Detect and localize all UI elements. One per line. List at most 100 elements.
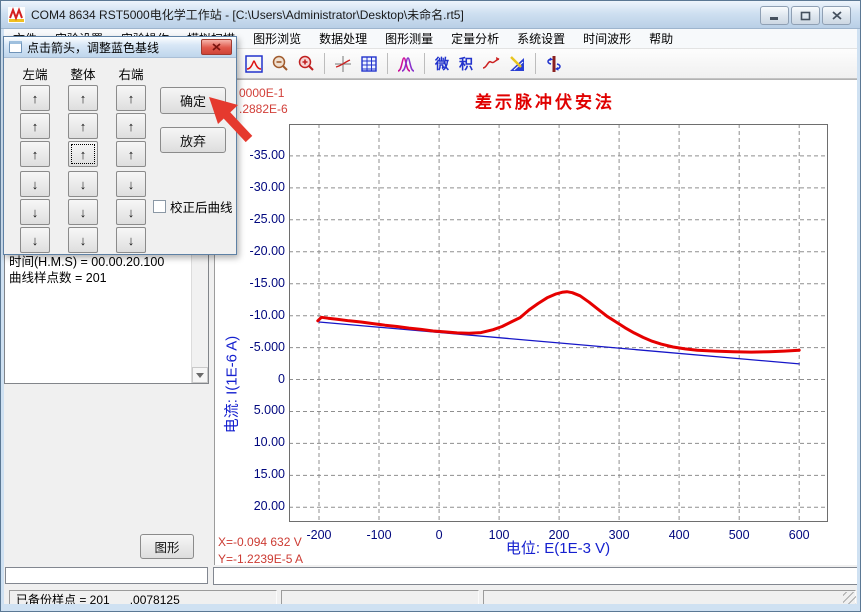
graph-button[interactable]: 图形 (140, 534, 194, 559)
toolbar-separator (324, 53, 325, 74)
up-arrow-button[interactable]: ↑ (20, 141, 50, 167)
baseline-cross-icon[interactable] (331, 52, 355, 76)
overlay-peaks-icon[interactable] (394, 52, 418, 76)
window-frame-right (857, 29, 860, 611)
triangle-down-icon (196, 372, 204, 378)
status-panel-2 (281, 590, 479, 605)
chart-title: 差示脉冲伏安法 (475, 93, 615, 112)
list-item: 时间(H.M.S) = 00.00.20.100 (9, 255, 165, 269)
menu-item[interactable]: 数据处理 (319, 32, 368, 46)
y-tick-label: -20.00 (249, 243, 285, 258)
down-arrow-button[interactable]: ↓ (116, 199, 146, 225)
menu-item[interactable]: 图形测量 (385, 32, 434, 46)
x-tick-label: 300 (608, 528, 630, 542)
app-logo-icon (8, 6, 25, 23)
baseline-dialog: 点击箭头，调整蓝色基线 左端 整体 右端 ↑ ↑ ↑ ↑ ↑ ↑ ↑ ↑ ↑ ↓ ↓ ↓ ↓ ↓ ↓ ↓ ↓ ↓… (3, 36, 237, 255)
y-tick-label: -10.00 (249, 307, 285, 322)
down-arrow-button[interactable]: ↓ (20, 227, 50, 253)
y-tick-label: 5.000 (253, 403, 285, 418)
minimize-icon (770, 17, 778, 20)
toolbar-separator (424, 53, 425, 74)
up-arrow-button[interactable]: ↑ (116, 141, 146, 167)
partial-readout-x: 0000E-1 (239, 86, 285, 100)
close-icon (212, 43, 221, 51)
y-tick-label: -15.00 (249, 275, 285, 290)
column-header-left: 左端 (22, 68, 48, 82)
resize-grip-icon[interactable] (843, 592, 856, 604)
down-arrow-button[interactable]: ↓ (20, 199, 50, 225)
window-frame-bottom (1, 604, 860, 611)
status-bar: 已备份样点 = 201 .0078125 (4, 586, 859, 606)
down-arrow-button[interactable]: ↓ (116, 171, 146, 197)
partial-readout-y: .2882E-6 (239, 102, 288, 116)
menu-item[interactable]: 系统设置 (517, 32, 566, 46)
x-tick-label: 100 (488, 528, 510, 542)
data-table-icon[interactable] (357, 52, 381, 76)
close-button[interactable] (822, 6, 851, 25)
up-arrow-button[interactable]: ↑ (20, 113, 50, 139)
menu-item[interactable]: 图形浏览 (253, 32, 302, 46)
up-arrow-button[interactable]: ↑ (116, 85, 146, 111)
checkbox-label: 校正后曲线 (170, 201, 233, 215)
down-arrow-button[interactable]: ↓ (20, 171, 50, 197)
y-tick-label: 20.00 (253, 499, 285, 514)
smooth-curve-icon[interactable] (479, 52, 503, 76)
menu-item[interactable]: 定量分析 (451, 32, 500, 46)
down-arrow-button[interactable]: ↓ (68, 171, 98, 197)
cursor-x-readout: X=-0.094 632 V (218, 535, 302, 549)
column-header-whole: 整体 (70, 68, 96, 82)
down-arrow-button[interactable]: ↓ (116, 227, 146, 253)
down-arrow-button[interactable]: ↓ (68, 199, 98, 225)
cursor-y-readout: Y=-1.2239E-5 A (218, 552, 304, 566)
bottom-right-bar (213, 567, 859, 585)
column-header-right: 右端 (118, 68, 144, 82)
derivative-icon[interactable]: 微 (435, 55, 449, 72)
restore-button[interactable] (791, 6, 820, 25)
y-tick-label: -30.00 (249, 179, 285, 194)
status-panel-samples: 已备份样点 = 201 .0078125 (9, 590, 277, 605)
toolbar-separator (387, 53, 388, 74)
close-icon (831, 11, 842, 20)
main-area: 时间(H.M.S) = 00.00.20.100 曲线样点数 = 201 图形 … (4, 79, 859, 586)
scroll-down-button[interactable] (192, 367, 208, 383)
dialog-title: 点击箭头，调整蓝色基线 (27, 40, 160, 55)
y-tick-label: -25.00 (249, 211, 285, 226)
y-tick-label: 15.00 (253, 467, 285, 482)
up-arrow-button[interactable]: ↑ (68, 113, 98, 139)
panel-divider (214, 80, 215, 565)
checkbox-icon[interactable] (153, 200, 166, 213)
up-arrow-button[interactable]: ↑ (20, 85, 50, 111)
y-tick-label: -5.000 (249, 339, 285, 354)
menu-item[interactable]: 帮助 (649, 32, 674, 46)
measure-tool-icon[interactable] (505, 52, 529, 76)
x-tick-label: 0 (435, 528, 443, 542)
x-tick-label: -100 (366, 528, 392, 542)
dialog-window-icon (9, 41, 22, 53)
zoom-in-icon[interactable] (294, 52, 318, 76)
x-tick-label: 600 (788, 528, 810, 542)
zoom-out-icon[interactable] (268, 52, 292, 76)
dialog-title-bar[interactable]: 点击箭头，调整蓝色基线 (4, 37, 236, 58)
toolbar-separator (535, 53, 536, 74)
down-arrow-button[interactable]: ↓ (68, 227, 98, 253)
corrected-curve-option[interactable]: 校正后曲线 (153, 197, 233, 216)
minimize-button[interactable] (760, 6, 789, 25)
window-title: COM4 8634 RST5000电化学工作站 - [C:\Users\Admi… (31, 8, 464, 22)
flip-axis-icon[interactable] (542, 52, 566, 76)
plot-area[interactable] (289, 124, 828, 522)
up-arrow-button[interactable]: ↑ (68, 85, 98, 111)
up-arrow-button[interactable]: ↑ (68, 141, 98, 167)
x-tick-label: 500 (728, 528, 750, 542)
chart-panel: 0000E-1 .2882E-6 差示脉冲伏安法 电流: I(1E-6 A) 电… (215, 80, 859, 566)
x-tick-label: -200 (306, 528, 332, 542)
integral-icon[interactable]: 积 (459, 55, 473, 72)
menu-item[interactable]: 时间波形 (583, 32, 632, 46)
y-tick-label: -35.00 (249, 147, 285, 162)
dialog-close-button[interactable] (201, 39, 232, 55)
discard-button[interactable]: 放弃 (160, 127, 226, 153)
bottom-left-input[interactable] (5, 567, 208, 584)
peak-window-small-icon[interactable] (242, 52, 266, 76)
up-arrow-button[interactable]: ↑ (116, 113, 146, 139)
mouse-cursor-icon (209, 97, 253, 143)
